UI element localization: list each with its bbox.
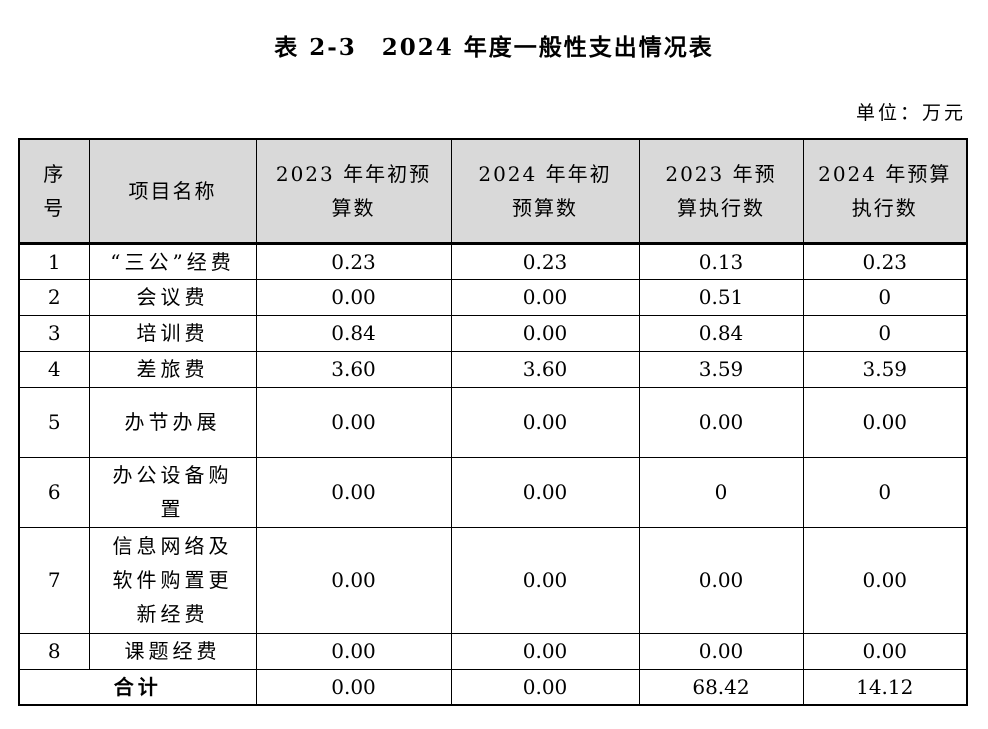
row-seq: 7 [18,526,90,634]
row-seq: 5 [18,386,90,458]
table-row: 8 课题经费 0.00 0.00 0.00 0.00 [18,632,968,670]
value-cell: 3.60 [450,350,640,388]
row-project-name: 办节办展 [88,386,257,458]
value-cell: 0.00 [255,386,452,458]
row-project-name: 差旅费 [88,350,257,388]
row-seq: 6 [18,456,90,528]
value-cell: 0.00 [802,526,968,634]
row-seq: 1 [18,242,90,280]
table-header-row: 序 号 项目名称 2023 年年初预 算数 2024 年年初 预算数 2023 … [18,138,968,245]
value-cell: 0 [802,314,968,352]
col-header-seq: 序 号 [18,138,90,245]
col-header-project-name: 项目名称 [88,138,257,245]
table-row: 1 “三公”经费 0.23 0.23 0.13 0.23 [18,242,968,280]
table-row: 4 差旅费 3.60 3.60 3.59 3.59 [18,350,968,388]
total-value-cell: 68.42 [638,668,804,706]
value-cell: 0.00 [450,278,640,316]
row-project-name: 课题经费 [88,632,257,670]
expenditure-table: 序 号 项目名称 2023 年年初预 算数 2024 年年初 预算数 2023 … [18,138,968,706]
value-cell: 0.00 [450,456,640,528]
value-cell: 0.00 [638,632,804,670]
table-row: 2 会议费 0.00 0.00 0.51 0 [18,278,968,316]
row-project-name: 信息网络及 软件购置更 新经费 [88,526,257,634]
row-project-name: 会议费 [88,278,257,316]
total-value-cell: 14.12 [802,668,968,706]
value-cell: 0.00 [802,632,968,670]
value-cell: 0.84 [255,314,452,352]
value-cell: 0 [802,456,968,528]
col-header-2024-executed: 2024 年预算 执行数 [802,138,968,245]
total-value-cell: 0.00 [255,668,452,706]
table-row: 6 办公设备购 置 0.00 0.00 0 0 [18,456,968,528]
table-row: 3 培训费 0.84 0.00 0.84 0 [18,314,968,352]
total-label: 合计 [18,668,257,706]
value-cell: 0.00 [450,526,640,634]
value-cell: 3.59 [802,350,968,388]
row-project-name: “三公”经费 [88,242,257,280]
value-cell: 0.00 [255,456,452,528]
page-title: 表 2-3 2024 年度一般性支出情况表 [274,34,714,61]
value-cell: 0.00 [802,386,968,458]
table-row: 5 办节办展 0.00 0.00 0.00 0.00 [18,386,968,458]
row-seq: 8 [18,632,90,670]
value-cell: 0.00 [638,386,804,458]
value-cell: 0.23 [255,242,452,280]
value-cell: 0.84 [638,314,804,352]
value-cell: 3.59 [638,350,804,388]
value-cell: 0.00 [255,278,452,316]
value-cell: 0.00 [255,526,452,634]
value-cell: 0.23 [450,242,640,280]
table-row: 7 信息网络及 软件购置更 新经费 0.00 0.00 0.00 0.00 [18,526,968,634]
value-cell: 0 [802,278,968,316]
value-cell: 0.00 [450,632,640,670]
row-seq: 4 [18,350,90,388]
value-cell: 0 [638,456,804,528]
row-project-name: 培训费 [88,314,257,352]
col-header-2023-executed: 2023 年预 算执行数 [638,138,804,245]
row-project-name: 办公设备购 置 [88,456,257,528]
value-cell: 0.51 [638,278,804,316]
value-cell: 0.00 [450,386,640,458]
total-value-cell: 0.00 [450,668,640,706]
unit-label: 单位：万元 [855,102,966,124]
value-cell: 0.00 [638,526,804,634]
value-cell: 0.23 [802,242,968,280]
col-header-2024-initial-budget: 2024 年年初 预算数 [450,138,640,245]
row-seq: 3 [18,314,90,352]
value-cell: 0.00 [255,632,452,670]
value-cell: 0.13 [638,242,804,280]
value-cell: 0.00 [450,314,640,352]
value-cell: 3.60 [255,350,452,388]
row-seq: 2 [18,278,90,316]
table-total-row: 合计 0.00 0.00 68.42 14.12 [18,668,968,706]
col-header-2023-initial-budget: 2023 年年初预 算数 [255,138,452,245]
